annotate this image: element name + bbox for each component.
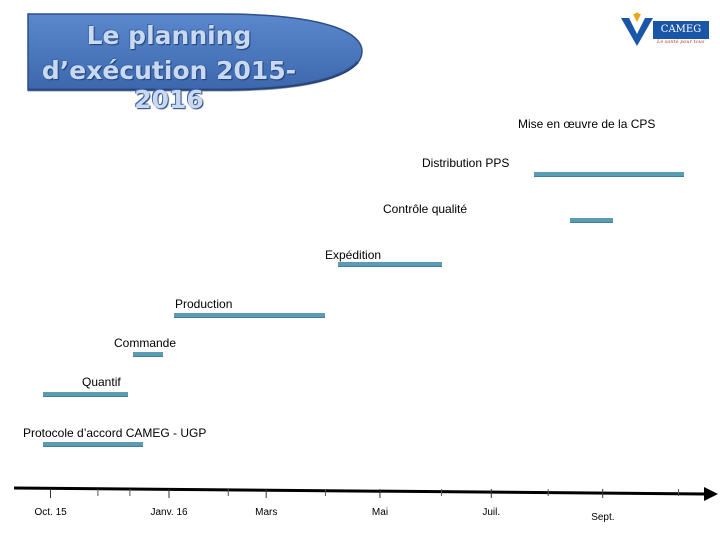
task-bar bbox=[43, 392, 128, 397]
timeline-tick-label: Mai bbox=[371, 507, 389, 518]
task-label: Contrôle qualité bbox=[383, 202, 468, 216]
timeline-axis bbox=[13, 486, 718, 501]
timeline-tick-label: Juil. bbox=[482, 507, 501, 518]
title-banner bbox=[27, 13, 363, 92]
task-bar bbox=[133, 352, 164, 357]
logo-mark-icon bbox=[621, 12, 653, 46]
logo-tagline: Le santé pour tous bbox=[657, 39, 705, 45]
task-bar bbox=[43, 442, 143, 447]
timeline-arrow-icon bbox=[704, 487, 718, 501]
task-label: Expédition bbox=[325, 248, 382, 262]
task-bar bbox=[173, 313, 326, 318]
task-bar bbox=[533, 172, 684, 177]
task-label: Quantif bbox=[82, 375, 121, 389]
cameg-logo: CAMEG Le santé pour tous bbox=[619, 12, 713, 52]
timeline-line bbox=[13, 486, 706, 496]
task-label: Mise en œuvre de la CPS bbox=[518, 117, 656, 131]
timeline-tick-label: Janv. 16 bbox=[150, 507, 188, 518]
logo-wordmark: CAMEG bbox=[653, 21, 709, 39]
task-bar bbox=[338, 262, 442, 267]
task-label: Protocole d’accord CAMEG - UGP bbox=[23, 426, 207, 440]
page-title-line-1: Le planning bbox=[86, 21, 252, 50]
timeline-tick-label: Sept. bbox=[591, 512, 615, 523]
task-bar bbox=[569, 218, 614, 223]
page-title-line-2: d’exécution 2015-2016 bbox=[41, 56, 297, 114]
task-label: Distribution PPS bbox=[422, 156, 510, 170]
task-label: Commande bbox=[114, 336, 177, 350]
timeline-tick-label: Oct. 15 bbox=[34, 507, 67, 518]
timeline-tick-label: Mars bbox=[255, 507, 278, 518]
task-label: Production bbox=[175, 297, 233, 311]
